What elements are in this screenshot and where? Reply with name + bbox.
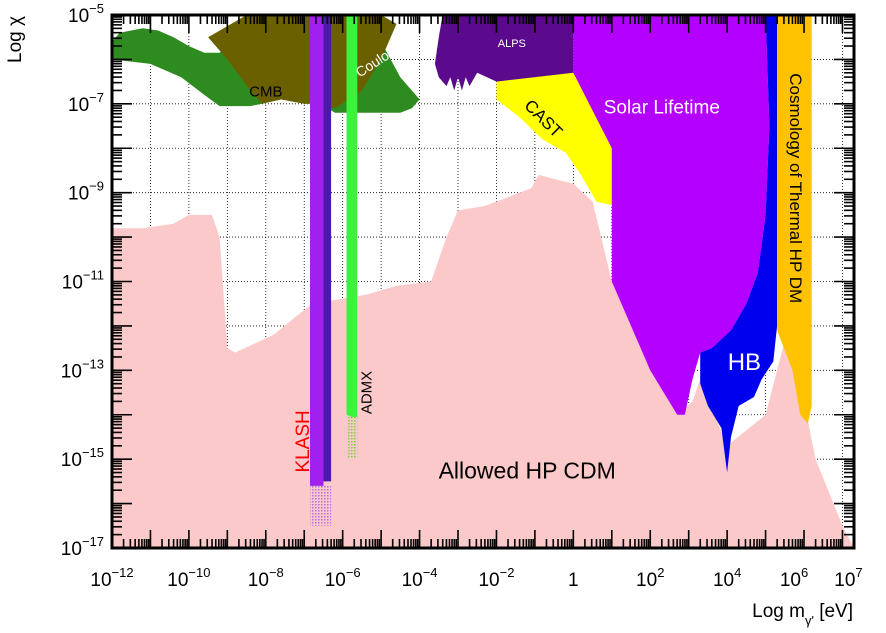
region-solar-lifetime (573, 15, 770, 415)
label-allowed-hp-cdm: Allowed HP CDM (439, 458, 616, 484)
label-solar-lifetime: Solar Lifetime (604, 97, 720, 118)
label-cosmology-of-thermal-hp-dm: Cosmology of Thermal HP DM (786, 73, 805, 303)
x-tick-label: 102 (636, 565, 664, 591)
y-tick-label: 10−5 (68, 1, 104, 27)
y-tick-labels: 10−5 10−7 10−9 10−11 10−13 10−15 10−17 (61, 1, 104, 560)
x-tick-label: 107 (834, 565, 862, 591)
region-hb (700, 15, 778, 473)
y-tick-label: 10−7 (68, 90, 104, 116)
x-tick-label: 106 (780, 565, 808, 591)
region-admx-projection (346, 416, 358, 460)
y-axis-title: Log χ (5, 16, 26, 63)
y-tick-label: 10−11 (62, 268, 104, 294)
region-klash-projection (309, 485, 332, 526)
region-klash (310, 15, 324, 491)
label-klash: KLASH (293, 410, 314, 472)
x-tick-label: 10−2 (478, 565, 514, 591)
x-tick-label: 10−12 (90, 565, 133, 591)
exclusion-regions (112, 15, 854, 548)
region-alps (434, 15, 574, 91)
y-tick-label: 10−13 (61, 356, 104, 382)
region-allowed-hp-cdm (112, 174, 854, 548)
x-tick-labels: 10−12 10−10 10−8 10−6 10−4 10−2 1 102 104 106 107 (90, 565, 862, 591)
y-tick-label: 10−17 (61, 534, 104, 560)
x-tick-label: 10−8 (248, 565, 284, 591)
region-admx (346, 15, 358, 420)
region-cosmology-of-thermal-hp-dm (777, 15, 812, 424)
x-axis-title: Log mγ' [eV] (752, 601, 853, 628)
region-cast (496, 72, 616, 206)
y-tick-label: 10−9 (68, 179, 104, 205)
x-tick-label: 1 (568, 570, 579, 591)
y-tick-label: 10−15 (61, 445, 104, 471)
label-hb: HB (728, 349, 761, 376)
label-alps: ALPS (498, 38, 526, 50)
x-tick-label: 10−10 (167, 565, 210, 591)
x-tick-label: 10−6 (325, 565, 361, 591)
region-klash-band (323, 15, 332, 482)
x-tick-label: 10−4 (402, 565, 438, 591)
x-tick-label: 104 (713, 565, 741, 591)
axis-ticks (111, 14, 854, 549)
label-cmb: CMB (249, 84, 282, 101)
label-admx: ADMX (359, 371, 376, 414)
